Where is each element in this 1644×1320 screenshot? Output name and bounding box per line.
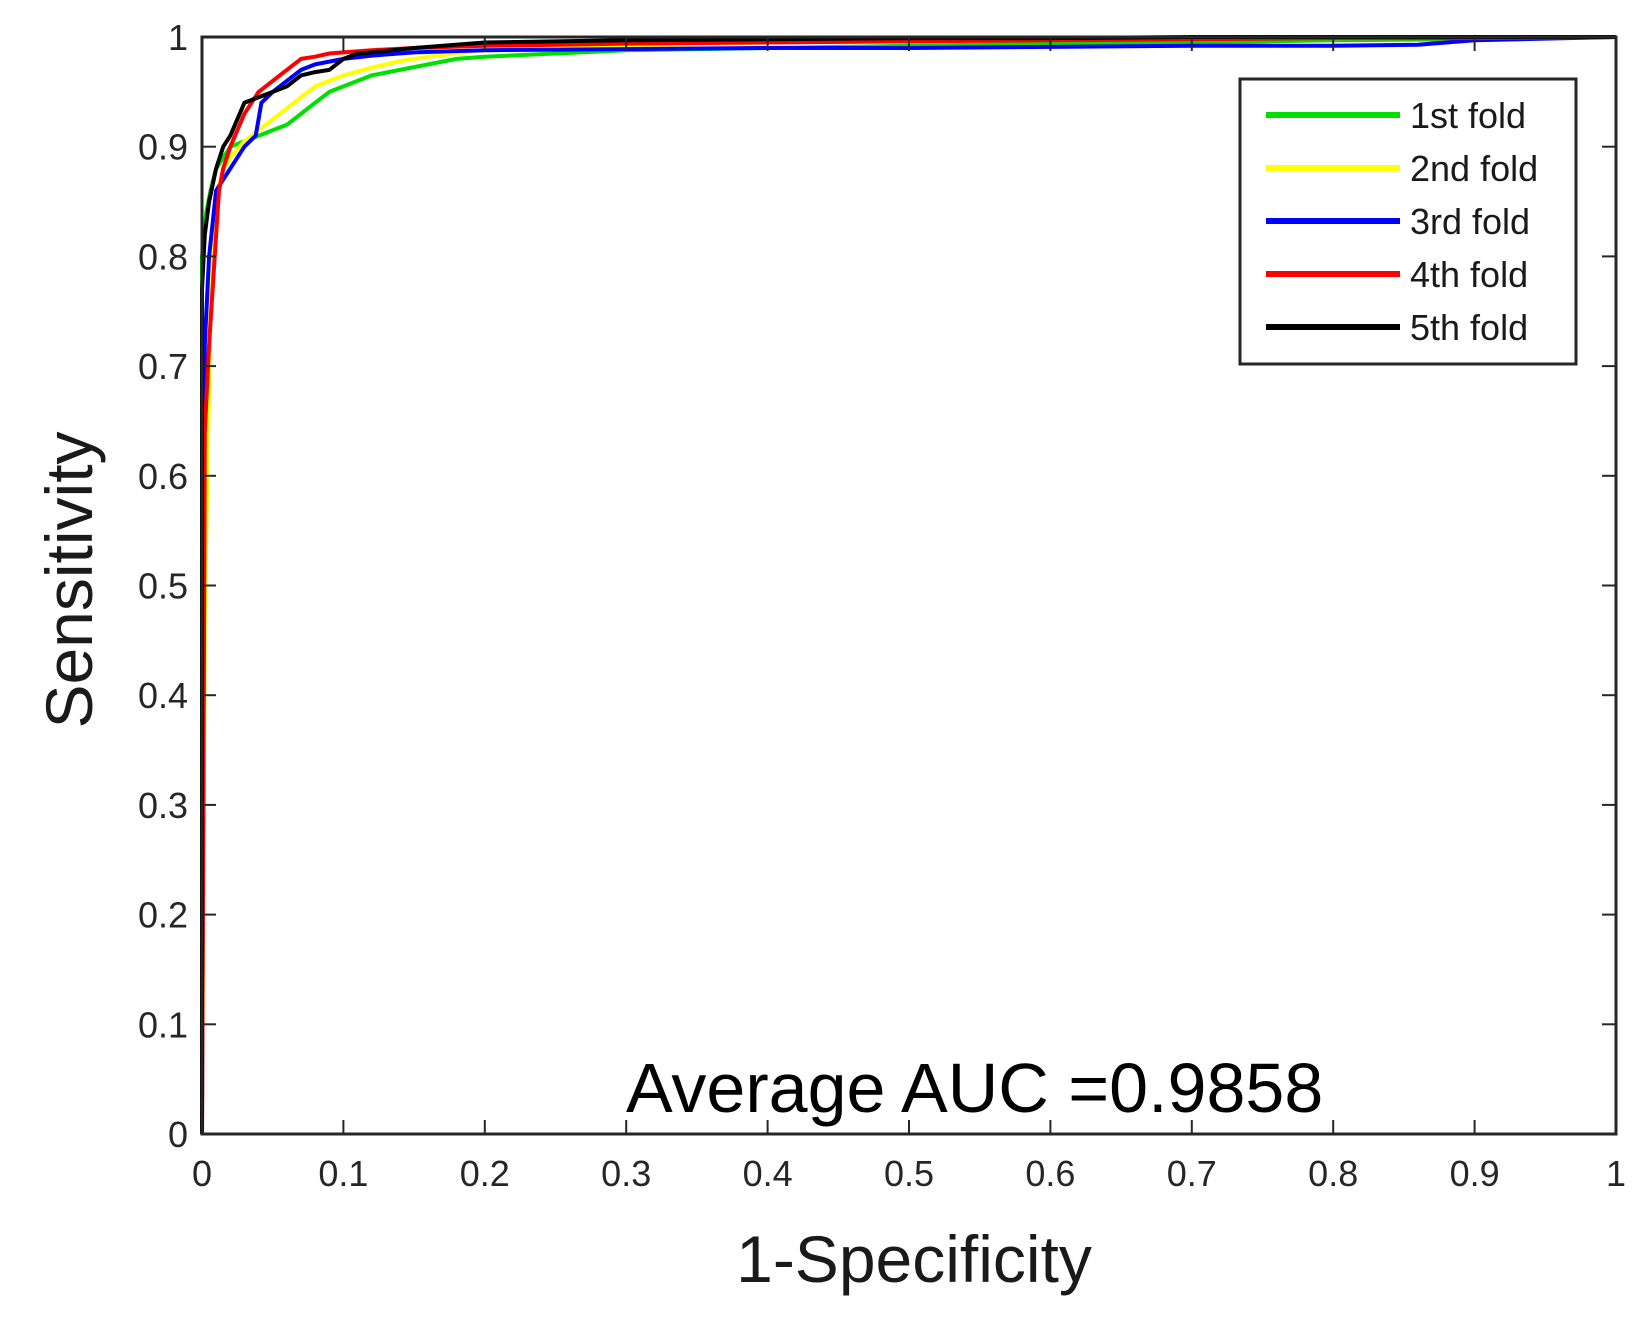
legend: 1st fold 2nd fold 3rd fold 4th fold 5th fold: [1238, 77, 1578, 366]
y-tick-label: 0.3: [138, 785, 188, 826]
x-tick-label: 0.5: [884, 1153, 934, 1194]
y-tick-label: 0.8: [138, 236, 188, 277]
x-tick-label: 0: [192, 1153, 212, 1194]
axes: [200, 35, 1618, 1136]
y-tick-label: 0.2: [138, 895, 188, 936]
x-tick-label: 0.8: [1308, 1153, 1358, 1194]
y-tick-label: 0.5: [138, 566, 188, 607]
x-tick-label: 0.2: [460, 1153, 510, 1194]
legend-label-2: 2nd fold: [1410, 148, 1538, 189]
y-tick-label: 0.4: [138, 675, 188, 716]
x-tick-label: 0.4: [743, 1153, 793, 1194]
x-tick-label: 0.6: [1025, 1153, 1075, 1194]
y-tick-label: 0.7: [138, 346, 188, 387]
legend-label-3: 3rd fold: [1410, 201, 1530, 242]
legend-label-5: 5th fold: [1410, 307, 1528, 348]
auc-annotation: Average AUC =0.9858: [626, 1049, 1323, 1127]
y-tick-label: 0: [168, 1114, 188, 1155]
legend-label-1: 1st fold: [1410, 95, 1526, 136]
y-tick-label: 0.1: [138, 1004, 188, 1045]
series-line-4: [200, 35, 1617, 1135]
y-tick-label: 1: [168, 17, 188, 58]
x-tick-labels: 0 0.1 0.2 0.3 0.4 0.5 0.6 0.7 0.8 0.9 1: [192, 1153, 1626, 1194]
x-tick-label: 0.9: [1450, 1153, 1500, 1194]
y-tick-labels: 0 0.1 0.2 0.3 0.4 0.5 0.6 0.7 0.8 0.9 1: [138, 17, 188, 1155]
y-tick-label: 0.6: [138, 456, 188, 497]
x-tick-label: 0.3: [601, 1153, 651, 1194]
x-tick-label: 0.7: [1167, 1153, 1217, 1194]
series-line-1: [200, 35, 1617, 1134]
y-tick-label: 0.9: [138, 127, 188, 168]
x-tick-label: 0.1: [318, 1153, 368, 1194]
x-tick-label: 1: [1606, 1153, 1626, 1194]
y-axis-label: Sensitivity: [32, 431, 106, 728]
legend-label-4: 4th fold: [1410, 254, 1528, 295]
x-axis-label: 1-Specificity: [736, 1222, 1092, 1296]
